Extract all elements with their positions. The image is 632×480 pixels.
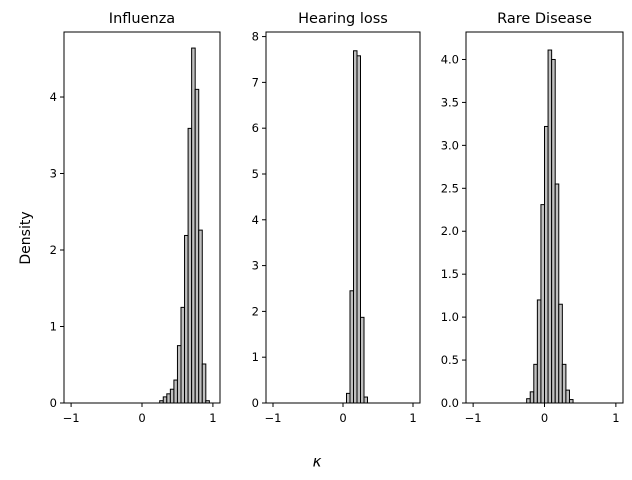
influenza-x-tick-label-1: 0 — [138, 411, 145, 425]
hearing-loss-y-tick-label-1: 1 — [252, 350, 259, 364]
rare-disease-y-tick-label-5: 2.5 — [441, 181, 459, 195]
influenza-title: Influenza — [109, 11, 175, 27]
influenza-bar-2 — [166, 393, 171, 404]
hearing-loss-y-tick-label-7: 7 — [252, 75, 259, 89]
rare-disease-bar-4 — [540, 204, 546, 404]
rare-disease-y-tick-label-2: 1.0 — [441, 310, 459, 324]
rare-disease-bar-10 — [561, 363, 567, 404]
rare-disease-y-tick-label-0: 0.0 — [441, 396, 459, 410]
influenza-bar-4 — [173, 379, 178, 404]
rare-disease-x-tick-label-1: 0 — [541, 411, 548, 425]
rare-disease-bar-5 — [544, 125, 549, 404]
influenza-bar-6 — [180, 306, 186, 404]
rare-disease-title: Rare Disease — [497, 11, 592, 27]
influenza-y-tick-label-2: 2 — [50, 243, 57, 257]
rare-disease-y-tick-label-6: 3.0 — [441, 138, 459, 152]
subplot-influenza: Influenza −1 0 1 0 1 2 3 4 — [50, 11, 221, 425]
influenza-bar-5 — [176, 345, 182, 404]
rare-disease-bar-12 — [568, 399, 574, 404]
influenza-x-tick-label-0: −1 — [63, 411, 80, 425]
rare-disease-bar-7 — [551, 58, 556, 404]
hearing-loss-x-tick-label-1: 0 — [339, 411, 346, 425]
rare-disease-x-tick-label-0: −1 — [465, 411, 482, 425]
influenza-bar-7 — [184, 234, 189, 404]
rare-disease-y-tick-label-1: 0.5 — [441, 353, 459, 367]
influenza-y-tick-label-3: 3 — [50, 167, 57, 181]
hearing-loss-y-tick-label-4: 4 — [252, 213, 259, 227]
hearing-loss-y-tick-label-8: 8 — [252, 30, 259, 44]
rare-disease-y-tick-label-7: 3.5 — [441, 95, 459, 109]
rare-disease-x-tick-label-2: 1 — [612, 411, 619, 425]
hearing-loss-y-tick-label-3: 3 — [252, 259, 259, 273]
hearing-loss-y-tick-label-2: 2 — [252, 304, 259, 318]
influenza-bar-10 — [194, 88, 200, 404]
rare-disease-y-tick-label-4: 2.0 — [441, 224, 459, 238]
hearing-loss-y-tick-label-6: 6 — [252, 121, 259, 135]
influenza-x-tick-label-2: 1 — [209, 411, 216, 425]
influenza-bar-1 — [162, 396, 168, 404]
y-axis-label: Density — [18, 211, 34, 264]
rare-disease-bar-1 — [529, 391, 535, 404]
influenza-y-tick-label-0: 0 — [50, 396, 57, 410]
influenza-bar-3 — [169, 388, 175, 404]
rare-disease-bar-9 — [558, 303, 563, 404]
rare-disease-y-tick-label-8: 4.0 — [441, 52, 459, 66]
hearing-loss-bar-5 — [363, 396, 368, 404]
rare-disease-bar-11 — [565, 389, 570, 404]
influenza-bar-12 — [201, 363, 207, 404]
rare-disease-bar-3 — [536, 299, 542, 404]
hearing-loss-bar-0 — [346, 392, 351, 404]
hearing-loss-y-tick-label-0: 0 — [252, 396, 259, 410]
rare-disease-bar-8 — [554, 183, 560, 404]
hearing-loss-bar-2 — [353, 50, 358, 404]
influenza-y-tick-label-1: 1 — [50, 320, 57, 334]
rare-disease-bar-2 — [533, 363, 538, 404]
subplot-hearing-loss: Hearing loss −1 0 1 0 1 2 3 4 5 6 7 8 — [252, 11, 421, 425]
hearing-loss-x-tick-label-0: −1 — [265, 411, 282, 425]
hearing-loss-bar-4 — [360, 316, 365, 404]
hearing-loss-title: Hearing loss — [298, 11, 388, 27]
influenza-y-tick-label-4: 4 — [50, 90, 57, 104]
hearing-loss-y-tick-label-5: 5 — [252, 167, 259, 181]
hearing-loss-bar-3 — [356, 55, 361, 404]
influenza-bar-11 — [198, 229, 203, 404]
influenza-bar-8 — [187, 127, 193, 404]
x-axis-label: κ — [313, 453, 322, 471]
influenza-bar-9 — [191, 47, 196, 404]
hearing-loss-bar-1 — [349, 290, 354, 404]
subplot-rare-disease: Rare Disease −1 0 1 0.0 0.5 1.0 1.5 2.0 2.5 3.0 3.5… — [441, 11, 624, 425]
hearing-loss-x-tick-label-2: 1 — [409, 411, 416, 425]
rare-disease-bar-6 — [547, 49, 553, 404]
rare-disease-y-tick-label-3: 1.5 — [441, 267, 459, 281]
rare-disease-bar-0 — [526, 398, 531, 404]
